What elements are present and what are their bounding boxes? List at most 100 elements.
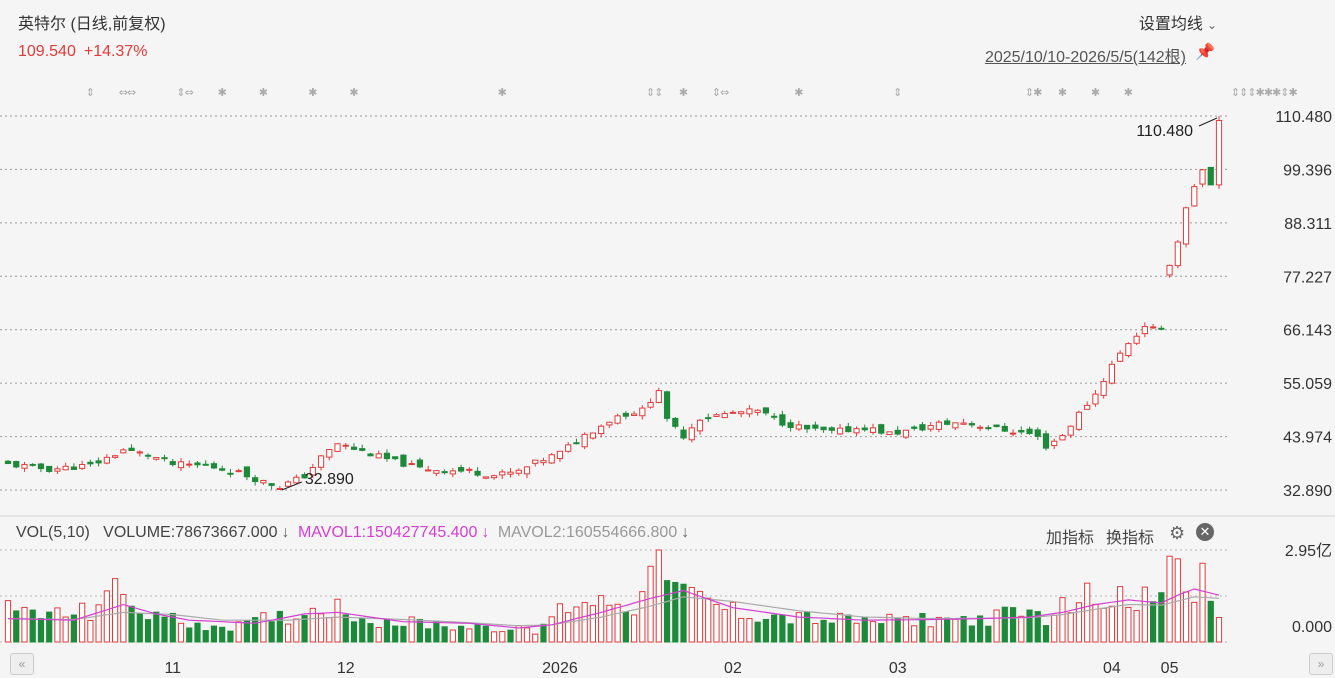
candle-body: [589, 432, 597, 439]
candle-body: [548, 454, 555, 464]
volume-bar: [1125, 606, 1132, 643]
volume-bar: [779, 614, 786, 643]
candle: [795, 420, 802, 431]
gear-icon[interactable]: ⚙: [1169, 523, 1186, 543]
candle: [449, 468, 456, 478]
candle-body: [457, 467, 465, 472]
candle-body: [144, 454, 152, 457]
scroll-right-button[interactable]: »: [1309, 653, 1333, 675]
candle-body: [894, 429, 901, 435]
candle-body: [532, 459, 539, 464]
candle: [103, 454, 110, 465]
date-range[interactable]: 2025/10/10-2026/5/5(142根): [984, 49, 1186, 66]
candle-body: [334, 443, 341, 452]
candle-body: [383, 452, 391, 460]
candle-body: [556, 450, 564, 460]
pin-icon[interactable]: 📌: [1195, 44, 1215, 61]
candle: [120, 448, 127, 454]
candle: [202, 460, 209, 466]
candle: [507, 468, 514, 478]
candle: [1084, 401, 1091, 410]
candle-body: [1034, 429, 1041, 437]
candle: [713, 413, 720, 417]
volume-bar: [1042, 625, 1050, 643]
candle: [976, 425, 984, 432]
volume-bar: [1018, 615, 1025, 643]
candle-body: [169, 461, 176, 466]
candle-body: [985, 427, 992, 430]
candle-body: [466, 468, 473, 471]
volume-bar: [1067, 612, 1074, 643]
volume-bar: [828, 622, 835, 643]
candle: [935, 420, 943, 433]
volume-bar: [474, 624, 481, 643]
candle: [317, 454, 325, 471]
candle-body: [886, 431, 893, 436]
candle-body: [392, 456, 399, 460]
event-marker: ✱: [1091, 86, 1100, 99]
candle-body: [433, 470, 440, 474]
candle: [284, 480, 292, 489]
candle: [672, 417, 679, 429]
volume-bar: [202, 630, 209, 643]
switch-indicator-button[interactable]: 换指标: [1106, 530, 1155, 547]
volume-bar: [919, 613, 926, 643]
event-marker: ⇕: [1025, 86, 1034, 99]
candle-body: [507, 471, 514, 475]
volume-bar: [87, 619, 94, 643]
volume-bar: [1191, 601, 1198, 643]
volume-bar: [548, 616, 555, 643]
candle-body: [878, 424, 885, 434]
volume-bar: [647, 565, 654, 643]
volume-bar: [993, 609, 1000, 643]
candle: [532, 459, 539, 467]
candle: [565, 442, 572, 453]
candle: [556, 450, 564, 462]
candle-body: [853, 428, 860, 434]
candle-body: [449, 470, 456, 475]
candle-body: [688, 427, 695, 441]
candle-body: [836, 427, 844, 435]
candle: [235, 468, 242, 473]
add-indicator-button[interactable]: 加指标: [1046, 530, 1095, 547]
candle-body: [754, 409, 761, 413]
volume-bar: [408, 616, 415, 643]
candle: [243, 466, 251, 481]
candle-body: [606, 421, 613, 426]
date-tick-label: 12: [337, 660, 355, 677]
event-marker: ⇕: [1280, 86, 1289, 99]
volume-bar: [1075, 602, 1083, 643]
volume-bar: [317, 613, 325, 643]
volume-bar: [359, 618, 366, 643]
volume-bar: [4, 600, 12, 643]
volume-bar: [894, 618, 901, 643]
candle-body: [359, 448, 366, 451]
candle: [268, 482, 275, 490]
volume-bar: [79, 602, 86, 643]
scroll-left-button[interactable]: «: [10, 653, 34, 675]
close-icon[interactable]: ✕: [1196, 523, 1214, 541]
ma-settings-button[interactable]: 设置均线 ⌄: [1139, 10, 1217, 34]
candle-body: [1199, 169, 1206, 185]
candle-body: [729, 411, 737, 414]
volume-bar: [13, 610, 20, 643]
candle-body: [87, 461, 94, 465]
low-label: 32.890: [305, 471, 354, 488]
volume-bar: [284, 623, 292, 643]
arrow-down-icon: ↓: [481, 524, 490, 541]
volume-bar: [276, 610, 283, 643]
candle: [95, 457, 102, 467]
price-tick-label: 32.890: [1283, 483, 1332, 500]
candle-body: [21, 464, 28, 469]
extreme-annotations: 110.480 32.890: [281, 117, 1218, 491]
stock-title: 英特尔 (日线,前复权): [18, 16, 166, 33]
volume-bar: [111, 578, 119, 643]
candle: [301, 472, 308, 479]
candle: [490, 474, 498, 480]
volume-bar: [886, 613, 893, 643]
candle: [375, 450, 382, 459]
date-tick-label: 02: [724, 660, 742, 677]
event-marker: ✱: [1124, 86, 1133, 99]
volume-bar: [227, 630, 234, 643]
